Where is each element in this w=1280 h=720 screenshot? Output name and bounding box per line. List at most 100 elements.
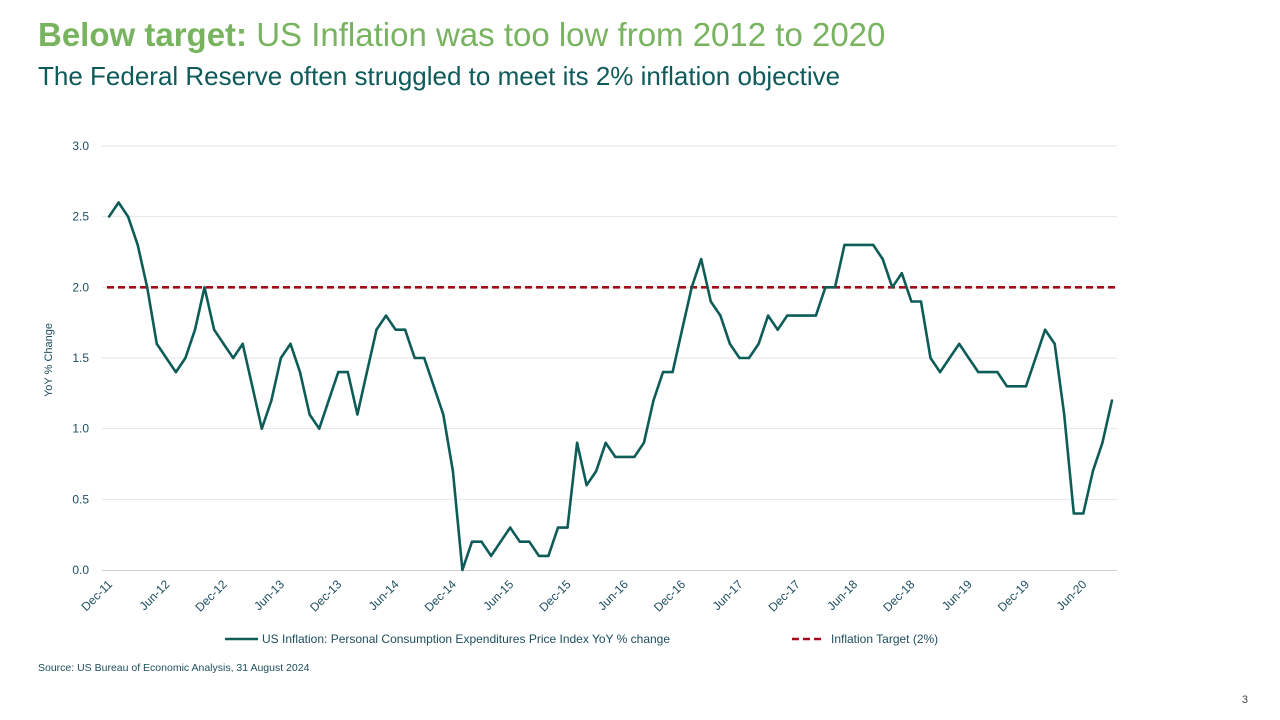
data-point: [919, 300, 923, 303]
data-point: [747, 356, 751, 360]
data-point: [365, 370, 369, 374]
data-point: [212, 328, 216, 331]
data-point: [986, 370, 990, 374]
data-point: [231, 356, 235, 360]
x-tick-label: Dec-14: [422, 577, 459, 614]
data-point: [136, 243, 139, 247]
data-point: [786, 314, 789, 317]
data-point: [575, 441, 579, 444]
y-axis-label: YoY % Change: [43, 323, 55, 397]
y-tick-label: 2.0: [72, 280, 89, 294]
y-tick-label: 1.0: [72, 422, 89, 436]
legend-series-label: US Inflation: Personal Consumption Expen…: [262, 632, 670, 646]
data-point: [1091, 469, 1095, 473]
data-point: [337, 370, 340, 374]
data-point: [824, 286, 827, 289]
data-point: [528, 540, 531, 543]
data-point: [719, 314, 722, 317]
data-point: [757, 342, 760, 346]
data-point: [251, 385, 254, 388]
x-tick-label: Jun-18: [824, 577, 860, 613]
data-point: [1043, 328, 1047, 331]
data-point: [346, 370, 350, 374]
x-tick-label: Jun-12: [137, 577, 173, 613]
data-point: [432, 385, 435, 388]
data-point: [604, 441, 607, 444]
x-tick-label: Jun-14: [366, 577, 402, 613]
slide-subtitle: The Federal Reserve often struggled to m…: [38, 61, 841, 91]
data-point: [996, 370, 999, 374]
data-point: [279, 356, 283, 360]
data-point: [1005, 385, 1009, 388]
data-point: [537, 554, 541, 558]
data-point: [594, 469, 598, 473]
data-point: [270, 399, 273, 402]
data-point: [317, 427, 321, 430]
data-point: [499, 540, 502, 543]
data-point: [403, 328, 407, 331]
x-tick-label: Jun-17: [710, 577, 746, 613]
x-tick-label: Dec-13: [307, 577, 344, 614]
data-point: [862, 243, 865, 247]
y-tick-label: 0.0: [72, 563, 89, 577]
y-tick-label: 3.0: [72, 139, 89, 153]
data-point: [766, 314, 770, 317]
slide-title-bold: Below target:: [38, 16, 248, 53]
data-point: [356, 413, 359, 416]
y-axis-tick-labels: 0.0 0.5 1.0 1.5 2.0 2.5 3.0: [72, 139, 89, 577]
data-point: [805, 314, 808, 317]
x-tick-label: Jun-19: [939, 577, 975, 613]
data-point: [680, 328, 684, 331]
y-tick-label: 2.5: [72, 210, 89, 224]
data-point: [585, 484, 588, 487]
data-point: [871, 243, 875, 247]
x-tick-label: Jun-13: [251, 577, 287, 613]
data-point: [1053, 342, 1056, 346]
data-point: [661, 370, 665, 374]
data-point: [413, 356, 416, 360]
data-point: [394, 328, 397, 331]
data-point: [480, 540, 483, 543]
data-point: [1110, 399, 1114, 402]
data-point: [556, 526, 560, 529]
data-point: [738, 356, 741, 360]
data-point: [728, 342, 732, 346]
data-point: [929, 356, 932, 360]
data-point: [146, 286, 149, 289]
data-point: [690, 286, 693, 289]
data-point: [700, 257, 703, 261]
data-point: [461, 568, 464, 572]
data-point: [1072, 512, 1075, 515]
data-point: [1101, 441, 1104, 444]
data-point: [451, 469, 455, 473]
data-point: [652, 399, 655, 402]
data-point: [776, 328, 779, 331]
data-point: [891, 286, 894, 289]
x-tick-label: Dec-15: [536, 577, 573, 614]
data-point: [938, 370, 942, 374]
data-point: [547, 554, 550, 558]
data-point: [423, 356, 426, 360]
data-point: [165, 356, 168, 360]
x-tick-label: Dec-12: [192, 577, 229, 614]
data-point: [795, 314, 798, 317]
data-point: [671, 370, 674, 374]
data-point: [709, 300, 712, 303]
data-point: [518, 540, 521, 543]
data-point: [442, 413, 445, 416]
source-note: Source: US Bureau of Economic Analysis, …: [38, 662, 310, 674]
data-point: [260, 427, 264, 430]
data-point: [1015, 385, 1018, 388]
data-point: [117, 201, 120, 204]
data-point: [174, 370, 178, 374]
data-point: [107, 215, 111, 218]
x-tick-label: Dec-17: [766, 577, 803, 614]
x-tick-label: Dec-16: [651, 577, 688, 614]
data-point: [509, 526, 512, 529]
data-point: [614, 455, 617, 459]
data-point: [155, 342, 158, 346]
y-tick-label: 0.5: [72, 492, 89, 506]
legend: US Inflation: Personal Consumption Expen…: [225, 632, 938, 646]
x-tick-label: Dec-19: [995, 577, 1032, 614]
